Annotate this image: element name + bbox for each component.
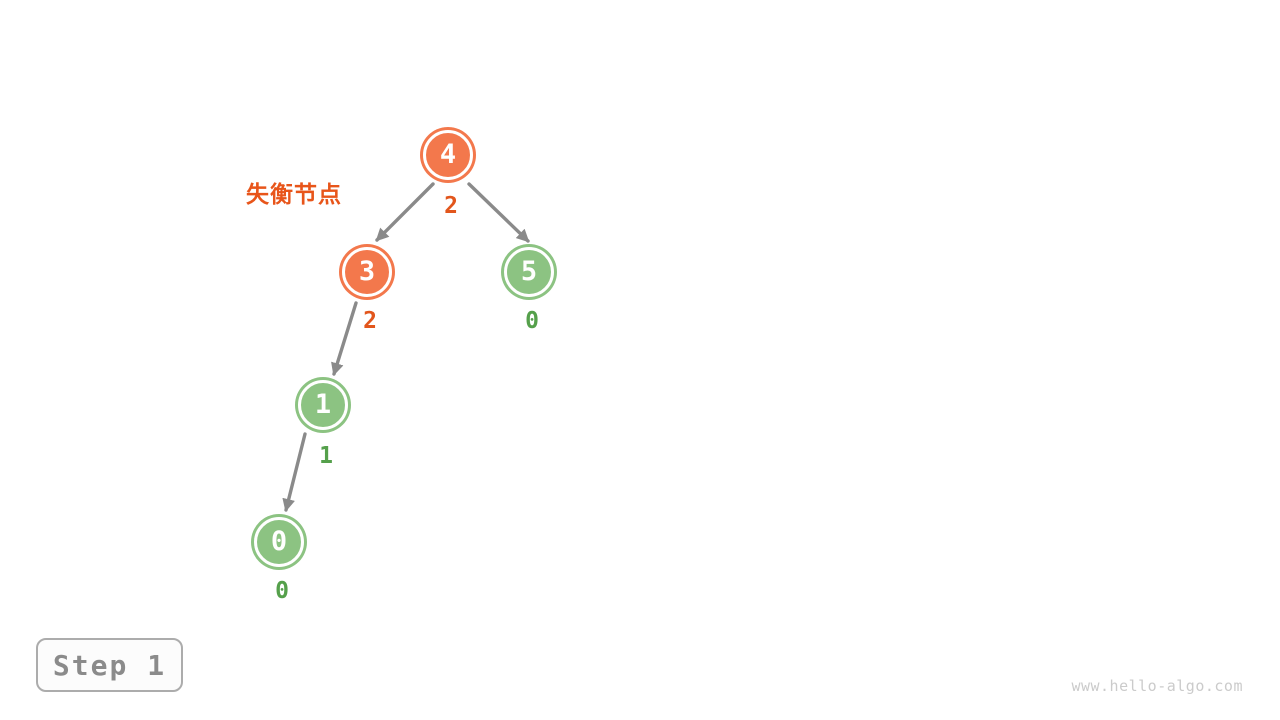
node-value: 4 [439,138,457,170]
tree-node-5: 5 [504,247,554,297]
node-value: 3 [358,255,376,287]
tree-node-4: 4 [423,130,473,180]
step-indicator: Step 1 [36,638,183,692]
watermark: www.hello-algo.com [1071,677,1243,695]
node-value: 0 [270,525,288,557]
balance-factor-node-5: 0 [525,308,539,334]
balance-factor-node-0: 0 [275,578,289,604]
balance-factor-node-4: 2 [444,193,458,219]
tree-node-3: 3 [342,247,392,297]
balance-factor-node-3: 2 [363,308,377,334]
balance-factor-node-1: 1 [319,443,333,469]
node-value: 5 [520,255,538,287]
tree-node-0: 0 [254,517,304,567]
node-value: 1 [314,388,332,420]
unbalanced-node-annotation: 失衡节点 [246,181,342,207]
tree-node-1: 1 [298,380,348,430]
